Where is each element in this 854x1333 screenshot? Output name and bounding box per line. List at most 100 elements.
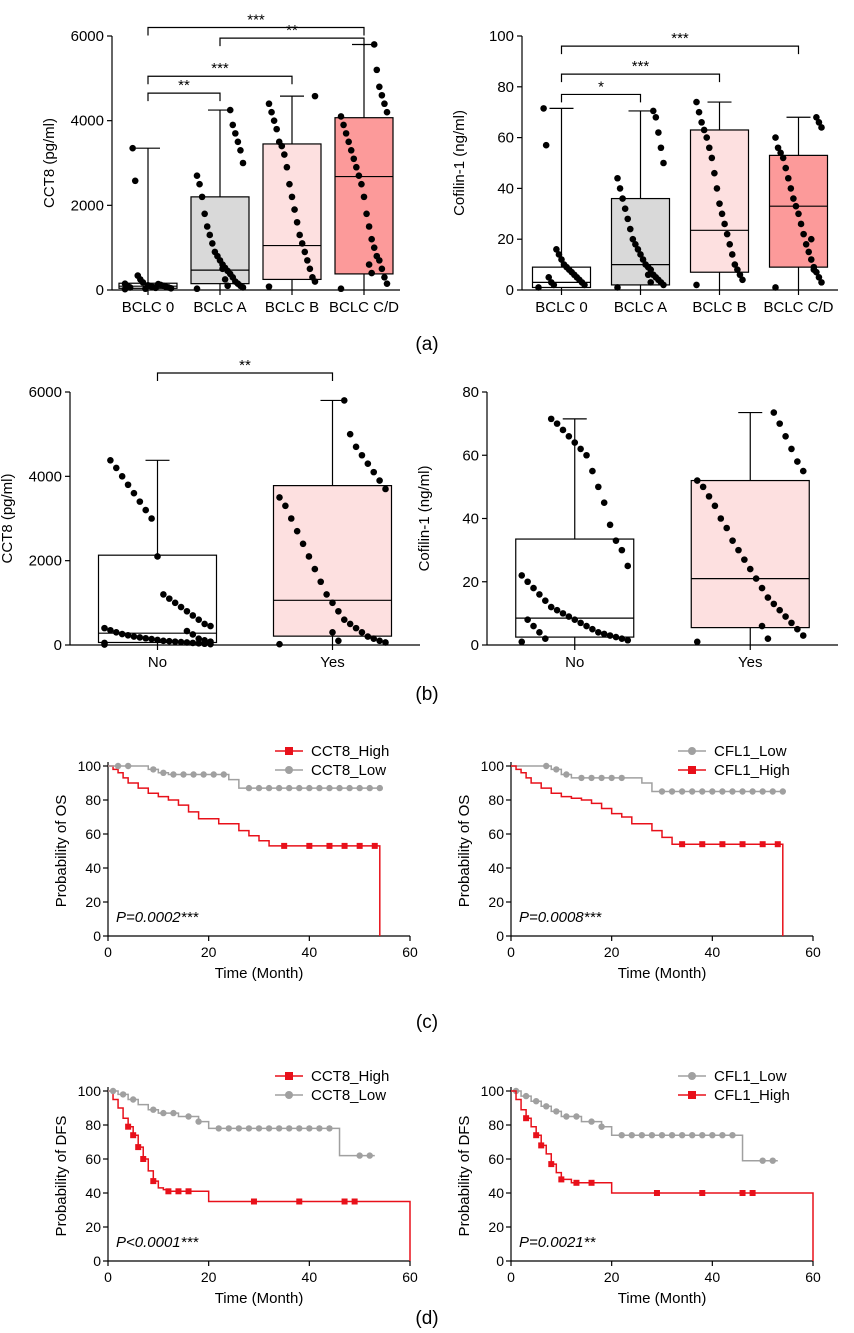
data-point bbox=[376, 637, 383, 645]
censor-mark bbox=[356, 784, 363, 792]
data-point bbox=[626, 225, 634, 233]
data-point bbox=[177, 603, 185, 611]
censor-mark bbox=[699, 1190, 706, 1196]
data-point bbox=[276, 494, 283, 501]
data-point bbox=[124, 481, 132, 489]
chart-c-os-cct8: 0 20 40 60 80 100 0 20 40 60 Time (Month) Probabili… bbox=[53, 743, 418, 982]
chart-a-cct8-bclc: 0 2000 4000 6000 CCT8 (pg/ml) BCLC 0 BCLC A BCL… bbox=[41, 12, 400, 316]
data-point bbox=[595, 483, 602, 491]
censor-mark bbox=[729, 788, 736, 795]
data-point bbox=[265, 283, 273, 290]
data-point bbox=[600, 630, 608, 638]
data-point bbox=[301, 248, 309, 256]
data-point bbox=[306, 265, 314, 273]
y-axis-label: Cofilin-1 (ng/ml) bbox=[416, 466, 433, 572]
data-point bbox=[726, 240, 734, 248]
y-tick-label: 0 bbox=[54, 637, 62, 654]
censor-mark bbox=[598, 1123, 605, 1130]
data-point bbox=[736, 271, 744, 279]
data-point bbox=[311, 92, 319, 100]
data-point bbox=[311, 565, 319, 573]
data-point bbox=[723, 524, 730, 532]
x-tick-label: 40 bbox=[705, 944, 721, 960]
data-point bbox=[589, 467, 596, 475]
data-point bbox=[381, 274, 388, 281]
censor-mark bbox=[150, 1106, 157, 1113]
data-point bbox=[353, 163, 360, 171]
data-point bbox=[165, 595, 173, 602]
censor-mark bbox=[588, 1118, 595, 1125]
censor-mark bbox=[250, 1198, 257, 1205]
data-point bbox=[703, 134, 711, 141]
censor-mark bbox=[588, 1179, 595, 1186]
data-point bbox=[540, 105, 547, 112]
data-point bbox=[818, 279, 825, 286]
data-point bbox=[352, 443, 360, 451]
y-tick-label: 80 bbox=[462, 384, 479, 401]
data-point bbox=[794, 625, 801, 633]
censor-mark bbox=[235, 1125, 243, 1132]
censor-mark bbox=[175, 1188, 182, 1195]
data-point bbox=[229, 121, 237, 129]
data-point bbox=[752, 575, 760, 582]
x-tick-label: Yes bbox=[320, 654, 344, 671]
y-tick-label: 0 bbox=[93, 928, 101, 944]
censor-mark bbox=[130, 1132, 137, 1139]
data-point bbox=[293, 218, 301, 226]
data-point bbox=[536, 629, 543, 636]
censor-mark bbox=[553, 1108, 560, 1115]
y-tick-label: 60 bbox=[488, 1151, 504, 1167]
data-point bbox=[142, 506, 150, 514]
legend-marker bbox=[688, 1072, 696, 1080]
data-point bbox=[129, 144, 136, 152]
survival-curve-CFL1_Low bbox=[511, 1090, 778, 1162]
censor-mark bbox=[553, 766, 560, 773]
legend-marker bbox=[285, 766, 293, 774]
data-point bbox=[693, 477, 701, 484]
data-point bbox=[160, 591, 167, 598]
data-point bbox=[558, 256, 565, 263]
x-tick-label: No bbox=[148, 654, 167, 671]
significance-label: ** bbox=[178, 77, 190, 94]
data-point bbox=[782, 613, 789, 620]
data-point bbox=[340, 397, 348, 404]
data-point bbox=[370, 635, 378, 642]
censor-mark bbox=[719, 841, 726, 848]
y-tick-label: 100 bbox=[78, 1083, 102, 1099]
data-point bbox=[360, 193, 368, 201]
censor-mark bbox=[220, 771, 227, 778]
data-point bbox=[797, 220, 805, 228]
legend-marker bbox=[688, 747, 696, 755]
censor-mark bbox=[608, 774, 615, 782]
y-axis-label: Probability of DFS bbox=[53, 1116, 70, 1237]
data-point bbox=[273, 125, 280, 133]
censor-mark bbox=[119, 1091, 127, 1098]
y-axis-label: Probability of OS bbox=[53, 795, 70, 908]
censor-mark bbox=[709, 788, 716, 795]
box bbox=[610, 197, 671, 286]
data-point bbox=[201, 210, 208, 218]
data-point bbox=[298, 240, 306, 247]
data-point bbox=[746, 565, 754, 573]
data-point bbox=[660, 159, 667, 167]
y-tick-label: 4000 bbox=[29, 468, 62, 485]
data-point bbox=[376, 477, 383, 484]
x-tick-label: 0 bbox=[104, 944, 112, 960]
data-point bbox=[195, 635, 203, 642]
data-point bbox=[637, 251, 644, 258]
data-point bbox=[183, 639, 191, 646]
y-tick-label: 80 bbox=[497, 79, 514, 96]
data-point bbox=[571, 616, 579, 623]
data-point bbox=[559, 610, 567, 617]
censor-mark bbox=[306, 842, 313, 849]
significance-bracket bbox=[560, 93, 642, 103]
chart-c-os-cfl1: 0 20 40 60 80 100 0 20 40 60 Time (Month) Probabili… bbox=[456, 743, 821, 982]
data-point bbox=[232, 130, 239, 137]
survival-curve-CCT8_High bbox=[108, 765, 381, 936]
y-tick-label: 100 bbox=[481, 1083, 505, 1099]
data-point bbox=[600, 499, 608, 506]
censor-mark bbox=[275, 1125, 283, 1132]
significance-bracket bbox=[560, 45, 800, 55]
censor-mark bbox=[150, 766, 157, 773]
data-point bbox=[758, 622, 766, 630]
